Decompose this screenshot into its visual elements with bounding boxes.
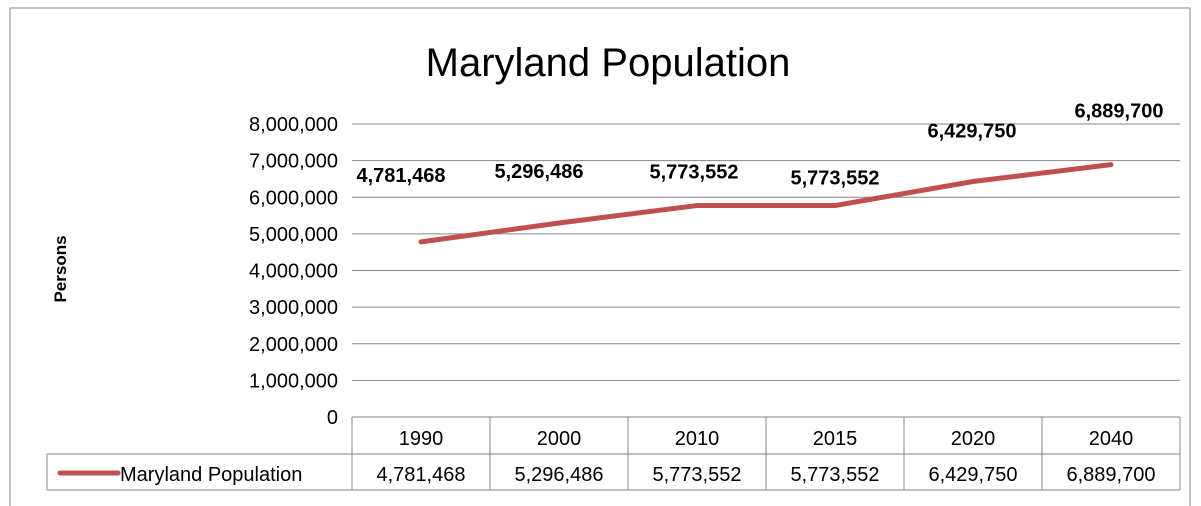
data-label: 6,429,750 (928, 121, 1017, 143)
y-tick-label: 1,000,000 (249, 370, 338, 392)
data-label: 5,773,552 (791, 168, 880, 190)
y-axis-ticks: 0 1,000,000 2,000,000 3,000,000 4,000,000 5,0… (249, 114, 338, 429)
table-value-cell: 6,889,700 (1067, 464, 1156, 486)
y-tick-label: 0 (327, 407, 338, 429)
x-tick-label: 2010 (675, 428, 720, 450)
x-tick-label: 2015 (813, 428, 858, 450)
table-value-cell: 4,781,468 (377, 464, 466, 486)
y-axis-label: Persons (51, 235, 70, 302)
data-label: 6,889,700 (1075, 101, 1164, 123)
x-tick-label: 2040 (1089, 428, 1134, 450)
legend-label: Maryland Population (120, 464, 302, 486)
x-tick-label: 1990 (399, 428, 444, 450)
y-tick-label: 5,000,000 (249, 224, 338, 246)
data-labels: 4,781,468 5,296,486 5,773,552 5,773,552 6,42… (357, 101, 1164, 190)
y-tick-label: 4,000,000 (249, 261, 338, 283)
data-label: 5,296,486 (495, 161, 584, 183)
y-tick-label: 7,000,000 (249, 151, 338, 173)
data-table: 1990 2000 2010 2015 2020 2040 4,781,468 5,296,4… (46, 416, 1181, 491)
series-line-maryland-population (418, 162, 1114, 245)
table-value-cell: 5,296,486 (515, 464, 604, 486)
data-label: 4,781,468 (357, 165, 446, 187)
y-tick-label: 8,000,000 (249, 114, 338, 136)
data-label: 5,773,552 (650, 162, 739, 184)
y-tick-label: 6,000,000 (249, 187, 338, 209)
x-tick-label: 2020 (951, 428, 996, 450)
x-tick-label: 2000 (537, 428, 582, 450)
chart-title: Maryland Population (426, 41, 791, 85)
table-value-cell: 5,773,552 (791, 464, 880, 486)
series (418, 162, 1114, 245)
y-tick-label: 2,000,000 (249, 334, 338, 356)
table-value-cell: 5,773,552 (653, 464, 742, 486)
table-value-cell: 6,429,750 (929, 464, 1018, 486)
y-tick-label: 3,000,000 (249, 297, 338, 319)
